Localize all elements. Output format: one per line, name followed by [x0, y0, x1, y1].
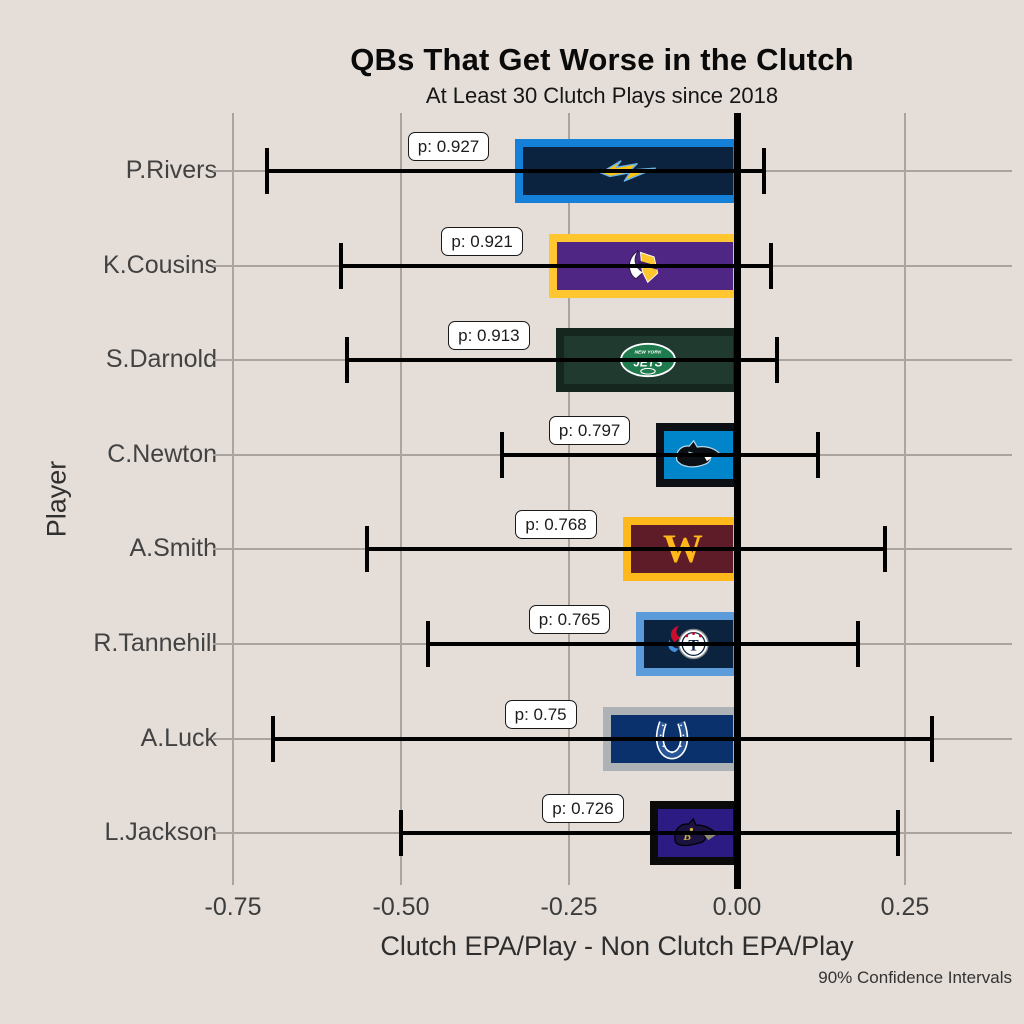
- error-cap-left: [264, 148, 269, 194]
- y-tick-mark: [213, 643, 222, 645]
- player-tick-label: C.Newton: [107, 439, 217, 468]
- v-gridline: [568, 113, 570, 885]
- p-value-label: p: 0.797: [548, 415, 631, 445]
- y-tick-mark: [213, 832, 222, 835]
- player-tick-label: L.Jackson: [104, 818, 217, 847]
- y-tick-mark: [213, 170, 222, 172]
- chart-title: QBs That Get Worse in the Clutch: [350, 42, 854, 77]
- error-cap-right: [896, 810, 901, 857]
- error-cap-right: [855, 621, 860, 667]
- error-cap-right: [929, 715, 934, 762]
- y-tick-mark: [213, 737, 222, 740]
- x-tick-label: -0.25: [540, 893, 598, 921]
- svg-text:B: B: [683, 831, 692, 843]
- svg-text:NEW YORK: NEW YORK: [635, 350, 663, 356]
- y-tick-mark: [213, 359, 222, 362]
- x-tick-label: -0.50: [372, 893, 430, 921]
- error-bar: [340, 263, 771, 268]
- p-value-label: p: 0.927: [407, 132, 490, 161]
- y-axis-title: Player: [41, 460, 72, 538]
- error-cap-left: [345, 337, 350, 384]
- v-gridline: [400, 113, 402, 885]
- player-tick-label: R.Tannehill: [93, 629, 217, 657]
- error-cap-left: [365, 526, 370, 573]
- zero-reference-line: [734, 113, 741, 889]
- player-tick-label: A.Smith: [129, 534, 217, 563]
- error-bar: [347, 358, 778, 363]
- x-tick-label: -0.75: [204, 893, 262, 921]
- error-bar: [427, 642, 858, 646]
- error-cap-left: [425, 621, 430, 667]
- player-tick-label: S.Darnold: [105, 345, 217, 374]
- y-tick-mark: [213, 453, 222, 456]
- caption: 90% Confidence Intervals: [818, 968, 1012, 987]
- error-cap-right: [761, 148, 766, 194]
- error-bar: [501, 452, 818, 457]
- v-gridline: [232, 113, 234, 885]
- error-cap-right: [775, 337, 780, 384]
- x-tick-label: 0.00: [712, 893, 762, 921]
- error-cap-left: [499, 431, 504, 478]
- error-cap-right: [815, 431, 820, 478]
- p-value-label: p: 0.765: [528, 605, 611, 634]
- error-cap-left: [271, 715, 276, 762]
- p-value-label: p: 0.726: [542, 794, 624, 824]
- chart-subtitle: At Least 30 Clutch Plays since 2018: [425, 83, 779, 108]
- error-bar: [401, 831, 899, 836]
- error-cap-left: [399, 810, 403, 857]
- error-bar: [266, 169, 764, 173]
- error-cap-left: [338, 242, 343, 289]
- y-tick-mark: [213, 548, 222, 551]
- player-tick-label: A.Luck: [140, 723, 217, 752]
- error-bar: [367, 547, 885, 552]
- p-value-label: p: 0.913: [448, 321, 530, 351]
- p-value-label: p: 0.768: [515, 510, 597, 540]
- player-tick-label: K.Cousins: [103, 250, 217, 279]
- x-tick-label: 0.25: [880, 893, 930, 921]
- error-cap-right: [768, 242, 773, 289]
- player-tick-label: P.Rivers: [125, 156, 217, 184]
- v-gridline: [904, 113, 906, 885]
- p-value-label: p: 0.921: [441, 226, 523, 256]
- x-axis-title: Clutch EPA/Play - Non Clutch EPA/Play: [380, 931, 854, 961]
- y-tick-mark: [213, 264, 222, 267]
- p-value-label: p: 0.75: [504, 699, 577, 729]
- error-cap-right: [882, 526, 887, 573]
- error-bar: [273, 736, 932, 741]
